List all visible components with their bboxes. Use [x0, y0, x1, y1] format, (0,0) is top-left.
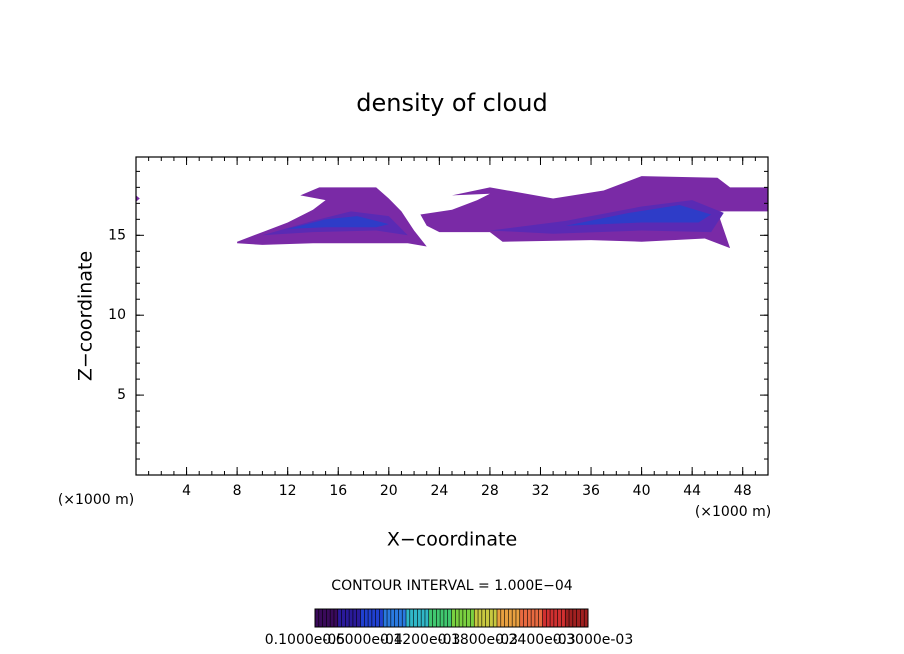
colorbar-label: 0.6000e-04: [322, 632, 403, 648]
x-tick-label: 12: [279, 483, 297, 499]
y-tick-label: 5: [117, 387, 126, 403]
cloud-region: [565, 204, 712, 226]
x-tick-label: 48: [734, 483, 752, 499]
cloud-region: [287, 216, 389, 229]
colorbar-label: 0.1000e-05: [265, 632, 345, 648]
x-tick-label: 8: [233, 483, 242, 499]
x-tick-label: 44: [683, 483, 701, 499]
y-tick-label: 15: [108, 227, 126, 243]
x-tick-label: 4: [182, 483, 191, 499]
x-axis-label: X−coordinate: [387, 529, 517, 551]
x-tick-label: 36: [582, 483, 600, 499]
cloud-region: [136, 195, 140, 202]
colorbar-frame: [314, 608, 589, 628]
colorbar-label: 0.2400e-03: [495, 632, 575, 648]
chart-title: density of cloud: [356, 89, 547, 117]
x-tick-label: 16: [329, 483, 347, 499]
x-tick-label: 24: [430, 483, 448, 499]
x-tick-label: 20: [380, 483, 398, 499]
contour-interval: CONTOUR INTERVAL = 1.000E−04: [331, 578, 572, 594]
colorbar-label: 0.1200e-03: [380, 632, 460, 648]
x-tick-label: 40: [633, 483, 651, 499]
x-tick-label: 28: [481, 483, 499, 499]
x-tick-label: 32: [532, 483, 550, 499]
x-unit-label: (×1000 m): [58, 492, 134, 508]
colorbar-label: 0.1800e-03: [438, 632, 518, 648]
x-unit-label: (×1000 m): [695, 504, 771, 520]
colorbar-label: 0.3000e-03: [553, 632, 633, 648]
y-tick-label: 10: [108, 307, 126, 323]
y-axis-label: Z−coordinate: [75, 251, 97, 381]
